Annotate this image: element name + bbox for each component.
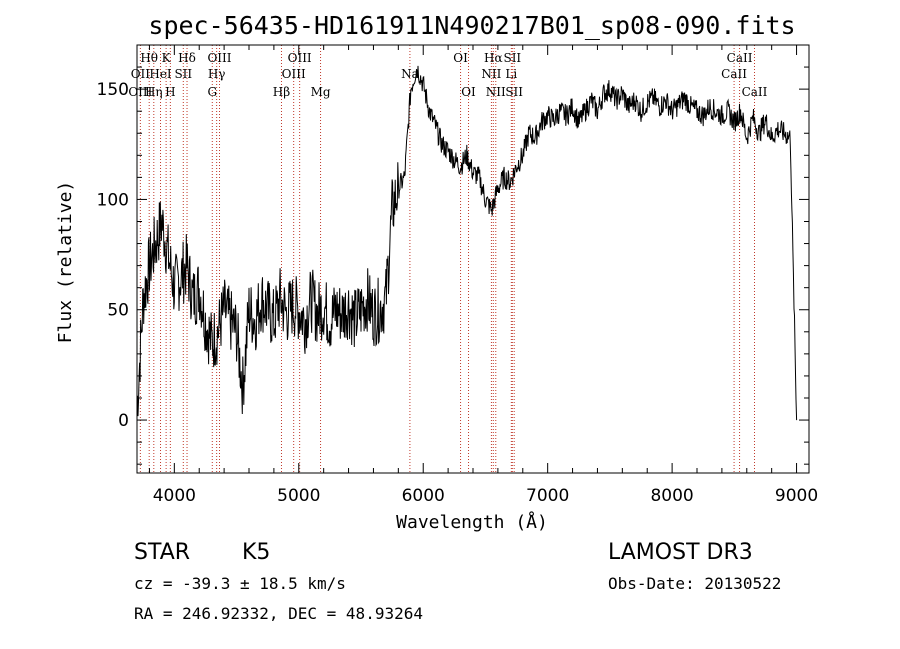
- line-label: Hθ: [140, 51, 158, 65]
- line-label: SII: [503, 51, 521, 65]
- x-axis-label: Wavelength (Å): [396, 511, 548, 533]
- line-label: OIII: [288, 51, 312, 65]
- y-axis: 0 50 100 150: [97, 66, 809, 465]
- obs-date: Obs-Date: 20130522: [608, 574, 782, 593]
- y-axis-label: Flux (relative): [55, 181, 76, 344]
- line-label: OIII: [207, 51, 231, 65]
- y-tick-label: 0: [118, 411, 129, 431]
- line-label: OII: [131, 67, 151, 81]
- survey-name: LAMOST DR3: [608, 540, 753, 565]
- line-label: NII: [486, 85, 506, 99]
- line-label: OI: [461, 85, 476, 99]
- x-tick-label: 7000: [526, 486, 569, 506]
- line-label: OIII: [128, 85, 152, 99]
- line-label: H: [165, 85, 175, 99]
- line-label: Hγ: [208, 67, 226, 81]
- line-label: Hη: [145, 85, 163, 99]
- x-tick-label: 9000: [775, 486, 818, 506]
- chart-title: spec-56435-HD161911N490217B01_sp08-090.f…: [148, 11, 795, 40]
- x-tick-label: 6000: [402, 486, 445, 506]
- object-class: STAR: [134, 540, 191, 565]
- line-label: K: [162, 51, 172, 65]
- line-label: Li: [505, 67, 517, 81]
- redshift-readout: cz = -39.3 ± 18.5 km/s: [134, 574, 346, 593]
- line-label: HeI: [149, 67, 172, 81]
- line-label: Na: [401, 67, 419, 81]
- line-label: CaII: [721, 67, 747, 81]
- y-tick-label: 100: [97, 190, 129, 210]
- line-label: SII: [174, 67, 192, 81]
- line-label: Mg: [311, 85, 331, 99]
- line-label: Hδ: [178, 51, 196, 65]
- spectrum-line: [136, 65, 798, 421]
- x-tick-label: 8000: [650, 486, 693, 506]
- line-label-group: Hθ OII OIII K HeI Hη Hδ SII H OIII Hγ G Hβ OIII OIII Mg…: [128, 51, 767, 99]
- y-tick-label: 50: [107, 301, 129, 321]
- spectral-subclass: K5: [242, 540, 271, 565]
- x-tick-label: 4000: [153, 486, 196, 506]
- line-label: CaII: [727, 51, 753, 65]
- line-label: G: [207, 85, 217, 99]
- line-label: OI: [453, 51, 468, 65]
- line-label: Hβ: [273, 85, 290, 99]
- line-label: CaII: [742, 85, 768, 99]
- y-tick-label: 150: [97, 80, 129, 100]
- x-tick-label: 5000: [277, 486, 320, 506]
- line-label: SII: [505, 85, 523, 99]
- x-axis: 4000 5000 6000 7000 8000 9000: [148, 45, 818, 506]
- coordinates: RA = 246.92332, DEC = 48.93264: [134, 604, 423, 623]
- line-label: OIII: [282, 67, 306, 81]
- line-label: Hα: [484, 51, 503, 65]
- line-label: NII: [481, 67, 501, 81]
